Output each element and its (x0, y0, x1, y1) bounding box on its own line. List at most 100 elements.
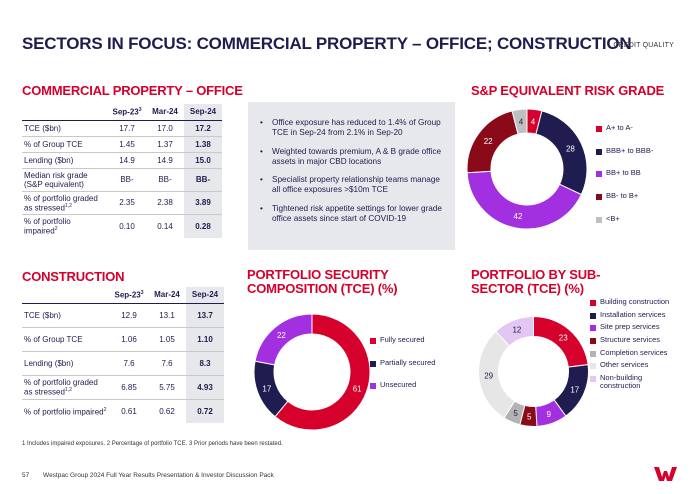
legend-item: A+ to A- (596, 123, 653, 133)
table-cell: 1.38 (184, 135, 222, 153)
table-cell: 5.75 (148, 374, 186, 400)
legend-swatch (596, 171, 602, 178)
subsector-donut: 23 17 9 55 29 12 (478, 315, 589, 427)
table-cell: 1.10 (186, 326, 224, 352)
legend-label: Fully secured (380, 335, 425, 344)
table-cell: 4.93 (186, 374, 224, 400)
legend-label: Completion services (600, 347, 668, 357)
table-row: % of portfolio graded as stressed1,2 6.85… (22, 374, 224, 400)
table-row: % of Group TCE 1.06 1.05 1.10 (22, 326, 224, 352)
key-points-box: Office exposure has reduced to 1.4% of G… (248, 102, 455, 250)
legend-item: Site prep services (590, 323, 680, 332)
legend-item: BBB+ to BBB- (596, 146, 653, 156)
col-header: Sep-24 (186, 287, 224, 304)
legend-swatch (370, 338, 376, 344)
risk-grade-heading: S&P EQUIVALENT RISK GRADE (471, 83, 665, 98)
row-label: TCE ($bn) (22, 302, 110, 328)
table-cell: 2.35 (108, 190, 146, 215)
table-cell: 13.7 (186, 302, 224, 328)
donut-slice (495, 315, 534, 347)
table-cell: BB- (184, 167, 222, 192)
legend-swatch (370, 360, 376, 367)
legend-item: Non-building construction (590, 373, 680, 391)
construction-table: Sep-233 Mar-24 Sep-24 TCE ($bn) 12.9 13.1 1… (22, 287, 224, 424)
table-row: Median risk grade (S&P equivalent) BB- BB-… (22, 167, 222, 192)
data-label: 9 (547, 410, 552, 419)
westpac-logo-icon (654, 467, 677, 481)
footer-text: Westpac Group 2024 Full Year Results Pre… (43, 472, 274, 479)
row-label: % of portfolio graded as stressed1,2 (22, 190, 108, 215)
table-cell: BB- (146, 167, 184, 192)
legend-label: Building construction (600, 297, 670, 306)
table-cell: 7.6 (110, 350, 148, 376)
subsector-heading: PORTFOLIO BY SUB-SECTOR (TCE) (%) (471, 267, 601, 297)
table-row: % of portfolio graded as stressed1,2 2.35… (22, 190, 222, 215)
row-label: % of Group TCE (22, 326, 110, 352)
legend-swatch (596, 126, 602, 132)
table-cell: 6.85 (110, 374, 148, 400)
donut-slice (254, 313, 313, 366)
legend-label: <B+ (606, 213, 620, 223)
section-tag: CREDIT QUALITY (613, 42, 674, 49)
col-header: Mar-24 (154, 290, 180, 300)
legend-label: A+ to A- (606, 123, 633, 132)
page-title: SECTORS IN FOCUS: COMMERCIAL PROPERTY – … (22, 34, 632, 53)
col-header: Sep-233 (112, 107, 142, 117)
legend-label: Structure services (600, 334, 661, 344)
donut-slice (466, 170, 582, 230)
data-label: 17 (570, 385, 579, 394)
data-label: 22 (484, 137, 493, 146)
subsector-legend: Building construction Installation servic… (590, 297, 680, 395)
security-heading: PORTFOLIO SECURITY COMPOSITION (TCE) (%) (247, 267, 398, 297)
bullet-point: Office exposure has reduced to 1.4% of G… (260, 118, 445, 139)
row-label: % of Group TCE (22, 135, 108, 153)
table-cell: 0.62 (148, 398, 186, 424)
legend-item: Installation services (590, 310, 680, 320)
data-label: 22 (277, 331, 286, 340)
risk-grade-legend: A+ to A- BBB+ to BBB- BB+ to BB BB- to B+ <B… (596, 123, 653, 237)
legend-swatch (590, 363, 596, 370)
header-cell (22, 287, 110, 303)
table-cell: 1.45 (108, 135, 146, 153)
legend-item: Completion services (590, 347, 680, 358)
legend-swatch (596, 216, 602, 223)
legend-label: Other services (600, 360, 649, 370)
table-cell: 14.9 (146, 151, 184, 169)
row-label: % of portfolio graded as stressed1,2 (22, 374, 110, 400)
legend-swatch (596, 148, 602, 155)
row-label: % of portfolio impaired2 (22, 214, 108, 238)
table-cell: 17.2 (184, 119, 222, 137)
page-number: 57 (22, 472, 30, 479)
legend-item: Structure services (590, 334, 680, 345)
table-cell: 0.61 (110, 398, 148, 424)
construction-heading: CONSTRUCTION (22, 269, 125, 284)
security-donut: 61 17 22 (253, 313, 371, 431)
table-row: Lending ($bn) 14.9 14.9 15.0 (22, 151, 222, 169)
row-label: Lending ($bn) (22, 151, 108, 169)
table-row: Lending ($bn) 7.6 7.6 8.3 (22, 350, 224, 376)
table-cell: 14.9 (108, 151, 146, 169)
table-cell: 0.72 (186, 398, 224, 424)
legend-swatch (590, 325, 596, 332)
legend-label: BB- to B+ (606, 190, 639, 200)
row-label: TCE ($bn) (22, 119, 108, 137)
data-label: 5 (527, 412, 532, 421)
legend-item: Fully secured (370, 335, 435, 345)
data-label: 29 (484, 372, 493, 381)
data-label: 42 (514, 212, 523, 221)
data-label: 12 (512, 326, 521, 335)
table-cell: 1.37 (146, 135, 184, 153)
cpo-table: Sep-233 Mar-24 Sep-24 TCE ($bn) 17.7 17.0 1… (22, 104, 222, 238)
legend-swatch (370, 383, 376, 390)
legend-item: BB+ to BB (596, 169, 653, 178)
bullet-point: Weighted towards premium, A & B grade of… (260, 147, 445, 168)
footer: 57 Westpac Group 2024 Full Year Results … (22, 472, 274, 479)
legend-swatch (590, 337, 596, 344)
legend-item: Building construction (590, 297, 680, 307)
legend-swatch (590, 300, 596, 306)
legend-label: Unsecured (380, 380, 417, 390)
table-row: % of portfolio impaired2 0.10 0.14 0.28 (22, 214, 222, 238)
legend-label: Site prep services (600, 322, 660, 332)
table-row: TCE ($bn) 17.7 17.0 17.2 (22, 119, 222, 137)
table-cell: 0.10 (108, 214, 146, 238)
